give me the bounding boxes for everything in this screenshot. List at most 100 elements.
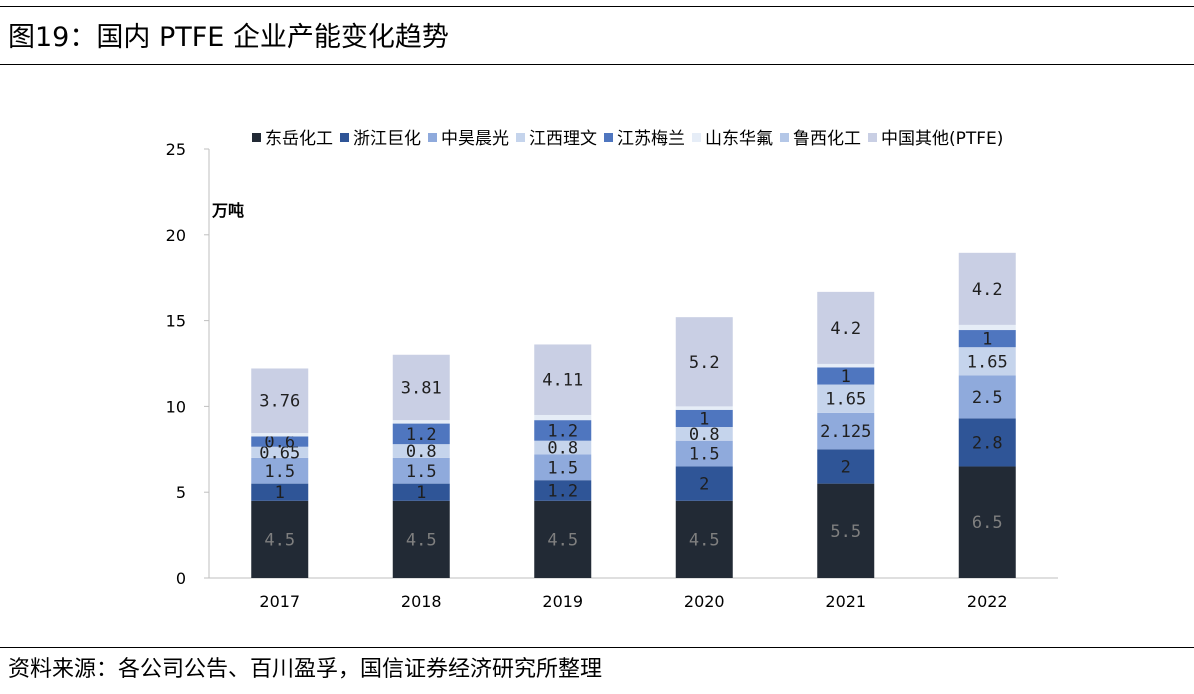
legend-entry: 山东华氟 [705, 129, 773, 149]
data-label: 1 [275, 483, 285, 503]
bar-segment [392, 500, 450, 578]
bar-segment [817, 412, 875, 450]
data-label: 2 [699, 475, 709, 495]
data-label: 0.8 [547, 439, 578, 459]
x-tick-label: 2020 [684, 592, 725, 611]
bar-segment [958, 252, 1016, 325]
x-tick-label: 2017 [259, 592, 300, 611]
y-tick-label: 5 [176, 483, 186, 502]
bar-segment [675, 440, 733, 467]
data-label: 0.8 [689, 425, 720, 445]
bar-segment [251, 483, 309, 501]
legend-entry: 江苏梅兰 [617, 129, 685, 149]
bar-segment [958, 466, 1016, 578]
x-tick-label: 2018 [401, 592, 442, 611]
legend-swatch [340, 133, 349, 142]
data-label: 5.5 [830, 522, 861, 542]
data-label: 1 [982, 330, 992, 350]
x-tick-label: 2019 [542, 592, 583, 611]
data-label: 3.81 [401, 378, 442, 398]
bar-segment [675, 500, 733, 578]
bar-segment [817, 449, 875, 484]
data-label: 1.5 [406, 462, 437, 482]
data-label: 1.2 [547, 421, 578, 441]
top-rule [0, 6, 1194, 7]
data-label: 2.8 [972, 433, 1003, 453]
data-label: 4.5 [406, 530, 437, 550]
bar-segment [392, 423, 450, 445]
bar-segment [817, 291, 875, 364]
y-tick-label: 15 [166, 312, 186, 331]
data-label: 0.65 [259, 443, 300, 463]
data-label: 1.2 [547, 481, 578, 501]
data-label: 0.6 [264, 433, 295, 453]
bar-segment [534, 480, 592, 501]
bar-segment [675, 317, 733, 407]
data-label: 1.65 [825, 390, 866, 410]
data-label: 1.65 [967, 352, 1008, 372]
data-label: 1.2 [406, 425, 437, 445]
bar-segment [958, 330, 1016, 348]
bar-segment [675, 426, 733, 441]
legend-swatch [428, 133, 437, 142]
bar-segment [958, 418, 1016, 467]
bar-segment [251, 436, 309, 447]
bar-segment [251, 500, 309, 578]
legend-entry: 中昊晨光 [441, 129, 509, 149]
data-label: 1.5 [264, 462, 295, 482]
data-label: 1.5 [689, 445, 720, 465]
y-axis-unit: 万吨 [211, 201, 244, 220]
bar-segment [392, 444, 450, 458]
figure-title: 图19：国内 PTFE 企业产能变化趋势 [8, 22, 449, 53]
y-tick-label: 20 [166, 226, 186, 245]
bar-segment [392, 483, 450, 501]
legend-entry: 鲁西化工 [793, 129, 861, 149]
bar-segment [534, 454, 592, 481]
bar-segment [251, 368, 309, 433]
bar-segment [534, 414, 592, 421]
legend-swatch [692, 133, 701, 142]
bar-segment [958, 375, 1016, 419]
data-label: 4.2 [830, 319, 861, 339]
source-note: 资料来源：各公司公告、百川盈孚，国信证券经济研究所整理 [8, 657, 603, 682]
data-label: 4.11 [542, 371, 583, 391]
y-tick-label: 0 [176, 569, 186, 588]
legend-entry: 浙江巨化 [353, 129, 421, 149]
bar-segment [534, 500, 592, 578]
data-label: 1 [841, 367, 851, 387]
data-label: 2.125 [820, 422, 871, 442]
bar-segment [675, 409, 733, 427]
bar-segment [675, 406, 733, 410]
data-label: 1 [416, 483, 426, 503]
bar-segment [392, 457, 450, 484]
bar-segment [251, 446, 309, 458]
data-label: 3.76 [259, 392, 300, 412]
data-label: 5.2 [689, 353, 720, 373]
data-label: 4.5 [689, 530, 720, 550]
x-tick-label: 2021 [825, 592, 866, 611]
bar-segment [817, 367, 875, 385]
data-label: 2 [841, 457, 851, 477]
legend-swatch [868, 133, 877, 142]
legend-swatch [516, 133, 525, 142]
bar-segment [534, 440, 592, 455]
title-rule [0, 64, 1194, 65]
bar-segment [251, 457, 309, 484]
legend-entry: 江西理文 [529, 129, 597, 149]
bar-segment [392, 354, 450, 421]
bar-segment [817, 384, 875, 413]
legend-swatch [604, 133, 613, 142]
data-label: 2.5 [972, 388, 1003, 408]
bar-segment [817, 363, 875, 368]
y-tick-label: 25 [166, 140, 186, 159]
data-label: 1 [699, 409, 709, 429]
bar-segment [392, 420, 450, 424]
bar-segment [675, 466, 733, 501]
data-label: 4.5 [547, 530, 578, 550]
y-tick-label: 10 [166, 397, 186, 416]
bar-segment [958, 324, 1016, 331]
bar-segment [251, 432, 309, 437]
bar-segment [817, 483, 875, 578]
legend-entry: 东岳化工 [265, 129, 333, 149]
